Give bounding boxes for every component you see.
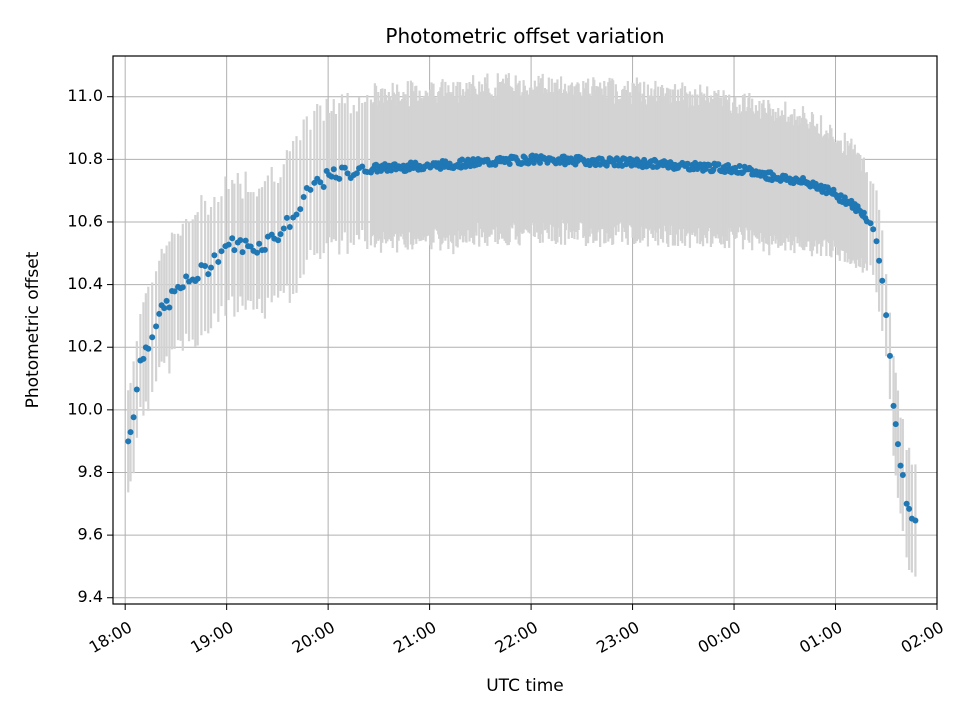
data-point xyxy=(706,162,713,169)
data-point xyxy=(621,155,628,162)
data-point xyxy=(879,277,886,284)
data-point xyxy=(906,505,913,512)
data-point xyxy=(145,345,152,352)
data-point xyxy=(320,183,327,190)
data-point xyxy=(229,235,236,242)
data-point xyxy=(873,238,880,245)
y-axis: 9.4 9.6 9.8 10.0 10.2 10.4 10.6 10.8 11.0 xyxy=(67,86,113,606)
data-point xyxy=(459,156,466,163)
y-axis-title: Photometric offset xyxy=(23,251,43,408)
data-point xyxy=(275,237,282,244)
data-point xyxy=(736,162,743,169)
data-point xyxy=(876,257,883,264)
data-point xyxy=(536,159,543,166)
data-point xyxy=(211,252,218,259)
data-point xyxy=(883,312,890,319)
data-point xyxy=(231,247,238,254)
data-point xyxy=(353,170,360,177)
y-tick-label: 10.0 xyxy=(67,399,103,418)
data-point xyxy=(208,264,215,271)
data-point xyxy=(205,271,212,278)
data-point xyxy=(215,258,222,265)
y-tick-label: 9.6 xyxy=(78,525,103,544)
data-point xyxy=(344,170,351,177)
y-tick-label: 9.4 xyxy=(78,587,103,606)
data-point xyxy=(153,323,160,330)
data-point xyxy=(812,180,819,187)
data-point xyxy=(202,262,209,269)
y-tick-label: 11.0 xyxy=(67,86,103,105)
data-point xyxy=(400,162,407,169)
x-axis-title: UTC time xyxy=(486,676,564,696)
data-point xyxy=(280,225,287,232)
data-point xyxy=(892,421,899,428)
data-point xyxy=(283,214,290,221)
data-point xyxy=(715,161,722,168)
data-point xyxy=(293,211,300,218)
data-point xyxy=(330,166,337,173)
data-point xyxy=(163,297,170,304)
data-point xyxy=(903,500,910,507)
data-point xyxy=(286,224,293,231)
data-point xyxy=(125,438,132,445)
data-point xyxy=(297,206,304,213)
data-point xyxy=(133,386,140,393)
data-point xyxy=(307,186,314,193)
data-point xyxy=(161,305,168,312)
data-point xyxy=(684,160,691,167)
data-point xyxy=(183,273,190,280)
data-point xyxy=(127,429,134,436)
y-tick-label: 10.2 xyxy=(67,337,103,356)
data-point xyxy=(179,284,186,291)
data-point xyxy=(171,288,178,295)
data-point xyxy=(341,164,348,171)
data-point xyxy=(830,186,837,193)
data-point xyxy=(899,471,906,478)
data-point xyxy=(256,240,263,247)
data-point xyxy=(237,237,244,244)
data-point xyxy=(897,462,904,469)
data-point xyxy=(388,167,395,174)
y-tick-label: 10.4 xyxy=(67,274,103,293)
data-point xyxy=(841,194,848,201)
data-point xyxy=(544,159,551,166)
data-point xyxy=(130,414,137,421)
data-point xyxy=(860,209,867,216)
data-point xyxy=(506,160,513,167)
data-point xyxy=(247,243,254,250)
data-point xyxy=(254,249,261,256)
data-point xyxy=(725,161,732,168)
data-points xyxy=(125,152,919,524)
data-point xyxy=(311,179,318,186)
data-point xyxy=(156,310,163,317)
data-point xyxy=(261,246,268,253)
error-bars xyxy=(127,73,917,577)
y-tick-label: 9.8 xyxy=(78,462,103,481)
data-point xyxy=(870,226,877,233)
chart-title: Photometric offset variation xyxy=(385,24,664,48)
data-point xyxy=(912,517,919,524)
y-tick-label: 10.6 xyxy=(67,211,103,230)
data-point xyxy=(140,355,147,362)
y-tick-label: 10.8 xyxy=(67,149,103,168)
data-point xyxy=(218,248,225,255)
data-point xyxy=(867,220,874,227)
data-point xyxy=(359,163,366,170)
data-point xyxy=(894,441,901,448)
data-point xyxy=(317,179,324,186)
plot-frame xyxy=(112,55,938,605)
data-point xyxy=(886,352,893,359)
data-point xyxy=(166,304,173,311)
data-point xyxy=(242,237,249,244)
data-point xyxy=(890,402,897,409)
data-point xyxy=(194,275,201,282)
data-point xyxy=(336,175,343,182)
data-point xyxy=(239,249,246,256)
data-point xyxy=(225,241,232,248)
data-point xyxy=(277,231,284,238)
data-point xyxy=(149,334,156,341)
data-point xyxy=(300,193,307,200)
